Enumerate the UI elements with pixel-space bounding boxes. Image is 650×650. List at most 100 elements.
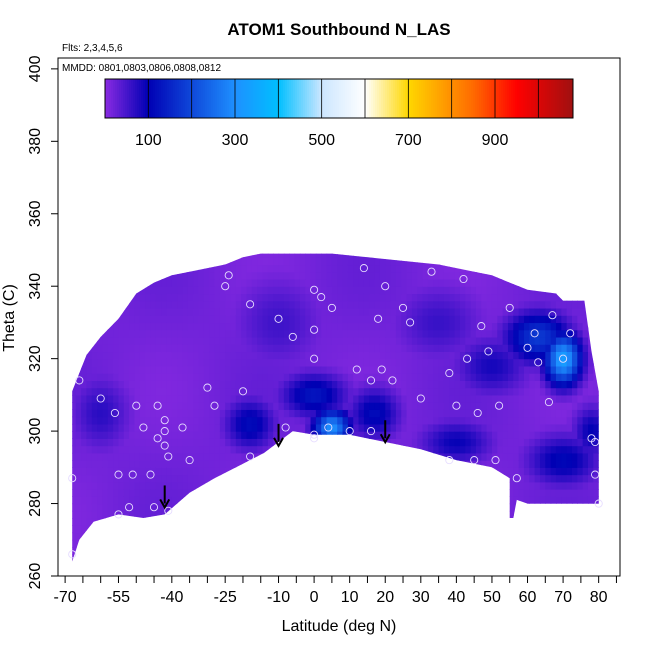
heatmap-cell (299, 525, 306, 534)
colorbar-swatch (315, 79, 318, 118)
heatmap-cell (459, 409, 466, 418)
heatmap-cell (390, 336, 397, 345)
heatmap-cell (81, 286, 88, 295)
heatmap-cell (604, 388, 610, 396)
colorbar-frame (104, 78, 574, 119)
heatmap-cell (235, 431, 242, 439)
heatmap-cell (417, 271, 424, 280)
heatmap-cell (358, 481, 365, 490)
heatmap-cell (310, 307, 317, 316)
heatmap-cell (299, 329, 306, 338)
heatmap-cell (497, 474, 504, 483)
heatmap-cell (460, 243, 466, 251)
heatmap-cell (134, 300, 141, 309)
heatmap-cell (86, 264, 93, 273)
heatmap-cell (81, 474, 88, 483)
heatmap-cell (187, 351, 194, 360)
heatmap-cell (123, 286, 130, 295)
heatmap-cell (113, 278, 120, 287)
heatmap-cell (102, 452, 109, 461)
heatmap-cell (571, 394, 578, 403)
heatmap-cell (294, 278, 301, 287)
heatmap-cell (326, 351, 333, 360)
heatmap-cell (289, 431, 296, 439)
heatmap-cell (241, 336, 248, 345)
heatmap-cell (262, 554, 269, 562)
heatmap-cell (134, 402, 141, 410)
heatmap-cell (571, 358, 578, 367)
heatmap-cell (72, 307, 77, 316)
colorbar-swatch (413, 79, 416, 118)
heatmap-cell (550, 286, 557, 295)
heatmap-cell (150, 445, 157, 454)
colorbar-swatch (273, 79, 276, 118)
heatmap-cell (475, 293, 482, 302)
heatmap-cell (267, 253, 274, 258)
heatmap-cell (251, 438, 258, 447)
heatmap-cell (449, 336, 456, 345)
observation-point (310, 354, 319, 363)
heatmap-cell (177, 474, 184, 483)
heatmap-cell (390, 416, 397, 425)
heatmap-cell (385, 438, 392, 447)
colorbar-swatch (495, 79, 498, 118)
heatmap-cell (145, 423, 152, 432)
heatmap-cell (379, 257, 386, 266)
colorbar-swatch (385, 79, 388, 118)
heatmap-cell (81, 329, 88, 338)
arrow-head (379, 433, 391, 445)
heatmap-cell (406, 481, 413, 490)
heatmap-cell (529, 532, 536, 541)
heatmap-cell (406, 510, 413, 519)
heatmap-cell (481, 474, 488, 483)
heatmap-cell (374, 416, 381, 425)
heatmap-cell (433, 307, 440, 316)
heatmap-cell (219, 503, 226, 512)
heatmap-cell (390, 264, 397, 273)
heatmap-cell (97, 336, 104, 345)
heatmap-cell (134, 278, 141, 287)
heatmap-cell (571, 423, 578, 432)
heatmap-cell (230, 351, 237, 360)
heatmap-cell (118, 489, 125, 497)
heatmap-cell (539, 380, 546, 389)
heatmap-cell (326, 481, 333, 490)
heatmap-cell (289, 257, 296, 266)
heatmap-cell (91, 409, 98, 418)
heatmap-cell (406, 547, 413, 555)
observation-point (406, 318, 415, 327)
heatmap-cell (358, 365, 365, 374)
heatmap-cell (459, 336, 466, 345)
heatmap-cell (513, 532, 520, 541)
heatmap-cell (518, 532, 525, 541)
heatmap-cell (587, 336, 594, 345)
heatmap-cell (353, 452, 360, 461)
heatmap-cell (507, 438, 514, 447)
heatmap-cell (587, 264, 594, 273)
heatmap-cell (561, 264, 568, 273)
heatmap-cell (203, 351, 210, 360)
heatmap-cell (161, 562, 167, 570)
heatmap-cell (219, 307, 226, 316)
heatmap-cell (102, 532, 109, 541)
heatmap-cell (326, 344, 333, 353)
heatmap-cell (502, 387, 509, 396)
heatmap-cell (81, 416, 88, 425)
heatmap-cell (305, 336, 312, 345)
heatmap-cell (75, 503, 82, 512)
heatmap-cell (353, 293, 360, 302)
heatmap-cell (171, 467, 178, 476)
heatmap-cell (278, 547, 285, 555)
heatmap-cell (363, 445, 370, 454)
heatmap-cell (518, 539, 525, 548)
heatmap-cell (86, 467, 93, 476)
heatmap-cell (401, 423, 408, 432)
heatmap-cell (417, 315, 424, 324)
heatmap-cell (566, 532, 573, 541)
heatmap-cell (177, 409, 184, 418)
colorbar-swatch (177, 79, 180, 118)
heatmap-cell (459, 380, 466, 389)
heatmap-cell (353, 286, 360, 295)
heatmap-cell (491, 489, 498, 497)
heatmap-cell (134, 293, 141, 302)
